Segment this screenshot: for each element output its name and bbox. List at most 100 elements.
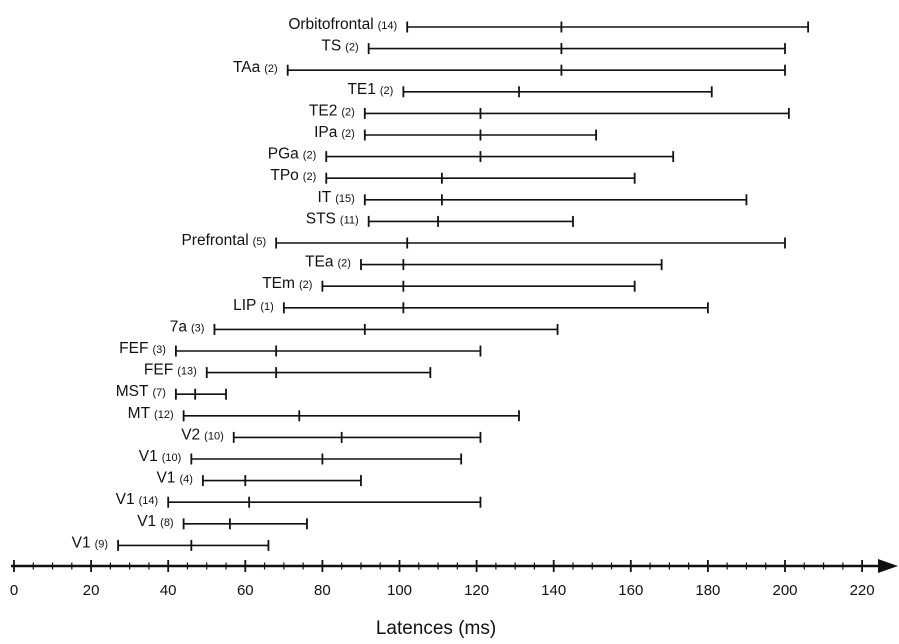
range-row: V1 (4) (156, 470, 362, 487)
row-count: (1) (260, 301, 273, 313)
range-row: TE1 (2) (347, 81, 713, 98)
row-count: (3) (191, 322, 204, 334)
range-row: V2 (10) (181, 426, 482, 443)
row-label: V2 (10) (181, 426, 224, 443)
row-area-name: FEF (119, 340, 148, 357)
row-count: (2) (299, 279, 312, 291)
row-area-name: PGa (268, 146, 299, 163)
row-label: TE1 (2) (347, 81, 393, 98)
range-row: TEa (2) (305, 254, 663, 271)
row-count: (14) (378, 20, 398, 32)
row-label: TPo (2) (270, 167, 316, 184)
x-tick-label: 140 (541, 582, 566, 599)
row-count: (2) (303, 171, 316, 183)
range-row: 7a (3) (170, 318, 559, 335)
row-area-name: TAa (233, 59, 261, 76)
row-count: (2) (341, 128, 354, 140)
row-area-name: FEF (144, 362, 173, 379)
x-tick-label: 160 (618, 582, 643, 599)
row-label: Orbitofrontal (14) (288, 16, 397, 33)
row-count: (2) (303, 150, 316, 162)
row-count: (15) (335, 193, 355, 205)
row-count: (12) (154, 409, 174, 421)
range-row: FEF (3) (119, 340, 482, 357)
row-label: STS (11) (306, 210, 359, 227)
row-count: (2) (264, 63, 277, 75)
row-area-name: MT (128, 405, 151, 422)
row-count: (10) (204, 430, 224, 442)
row-label: V1 (9) (72, 534, 108, 551)
range-row: V1 (10) (139, 448, 463, 465)
row-count: (2) (380, 85, 393, 97)
row-area-name: IT (317, 189, 331, 206)
x-tick-label: 40 (160, 582, 177, 599)
row-count: (7) (152, 387, 165, 399)
row-area-name: TS (321, 38, 341, 55)
row-area-name: IPa (314, 124, 338, 141)
x-tick-label: 0 (10, 582, 18, 599)
range-row: IT (15) (317, 189, 748, 206)
x-tick-label: 80 (314, 582, 331, 599)
range-row: FEF (13) (144, 362, 432, 379)
row-area-name: STS (306, 210, 336, 227)
row-label: TEa (2) (305, 254, 351, 271)
x-tick-label: 20 (83, 582, 100, 599)
row-area-name: V1 (72, 534, 91, 551)
row-area-name: Prefrontal (181, 232, 248, 249)
row-label: TS (2) (321, 38, 358, 55)
row-count: (9) (95, 538, 108, 550)
range-row: Orbitofrontal (14) (288, 16, 810, 33)
row-label: TE2 (2) (309, 102, 355, 119)
row-count: (2) (345, 42, 358, 54)
range-row: IPa (2) (314, 124, 598, 141)
row-label: IT (15) (317, 189, 354, 206)
row-count: (2) (341, 106, 354, 118)
row-label: V1 (8) (137, 513, 173, 530)
range-row: TS (2) (321, 38, 786, 55)
range-row: PGa (2) (268, 146, 675, 163)
x-tick-label: 60 (237, 582, 254, 599)
range-row: V1 (14) (116, 491, 482, 508)
row-count: (2) (337, 258, 350, 270)
row-label: V1 (10) (139, 448, 182, 465)
x-axis-ticks: 0 20 40 60 80 100 120 140 160 180 200 220 (10, 560, 882, 599)
row-count: (5) (253, 236, 266, 248)
x-tick-label: 200 (772, 582, 797, 599)
row-area-name: TE1 (347, 81, 375, 98)
row-label: TAa (2) (233, 59, 278, 76)
row-area-name: 7a (170, 318, 188, 335)
row-area-name: LIP (233, 297, 256, 314)
row-label: Prefrontal (5) (181, 232, 266, 249)
range-row: MT (12) (128, 405, 520, 422)
range-row: STS (11) (306, 210, 574, 227)
row-area-name: V1 (116, 491, 135, 508)
range-row: TE2 (2) (309, 102, 790, 119)
range-row: V1 (9) (72, 534, 270, 551)
range-row: Prefrontal (5) (181, 232, 786, 249)
row-area-name: V1 (137, 513, 156, 530)
row-area-name: V2 (181, 426, 200, 443)
row-label: MST (7) (116, 383, 166, 400)
row-label: TEm (2) (262, 275, 312, 292)
row-label: V1 (4) (156, 470, 192, 487)
row-count: (10) (162, 452, 182, 464)
row-area-name: TEm (262, 275, 295, 292)
row-area-name: TE2 (309, 102, 337, 119)
row-count: (13) (177, 366, 197, 378)
row-area-name: V1 (139, 448, 158, 465)
row-area-name: Orbitofrontal (288, 16, 373, 33)
x-tick-label: 220 (850, 582, 875, 599)
row-count: (3) (152, 344, 165, 356)
range-row: V1 (8) (137, 513, 308, 530)
row-label: 7a (3) (170, 318, 205, 335)
range-row: TAa (2) (233, 59, 786, 76)
row-area-name: TPo (270, 167, 298, 184)
range-row: TEm (2) (262, 275, 636, 292)
range-row: LIP (1) (233, 297, 709, 314)
row-count: (11) (340, 214, 359, 226)
row-area-name: MST (116, 383, 149, 400)
row-label: LIP (1) (233, 297, 274, 314)
x-tick-label: 180 (695, 582, 720, 599)
row-count: (14) (139, 495, 159, 507)
